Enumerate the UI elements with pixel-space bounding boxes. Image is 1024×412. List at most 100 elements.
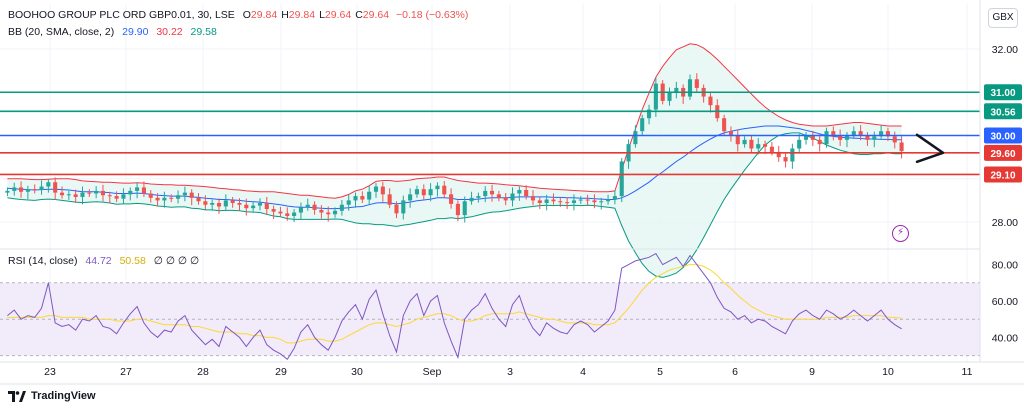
bollinger-lower-line: [7, 132, 902, 278]
arrow-head[interactable]: [915, 133, 945, 164]
candle-body: [373, 186, 379, 192]
price-tick-label: 32.00: [992, 44, 1018, 56]
currency-button[interactable]: GBX: [988, 8, 1018, 28]
candle-body: [503, 197, 508, 201]
level-price-tag: [984, 84, 1022, 101]
x-tick-label: Sep: [423, 366, 442, 378]
candle-body: [763, 144, 768, 147]
level-price-label: 30.56: [990, 107, 1015, 118]
candle-body: [100, 190, 106, 196]
candle-body: [449, 194, 454, 204]
ohlc-label: C: [355, 9, 363, 21]
candle-body: [455, 203, 460, 216]
level-price-label: 30.00: [990, 132, 1015, 143]
candle-body: [783, 157, 788, 162]
candle-body: [544, 199, 549, 204]
candle-body: [298, 207, 303, 213]
candle-body: [435, 185, 440, 190]
candle-body: [612, 196, 617, 200]
candle-body: [203, 201, 208, 205]
candle-body: [32, 189, 37, 191]
bb-lower-value: 29.58: [190, 26, 217, 38]
candle-body: [73, 194, 78, 197]
rsi-label: RSI (14, close): [8, 255, 78, 267]
candle-body: [687, 79, 693, 97]
candle-body: [428, 189, 433, 196]
candle-body: [367, 191, 372, 200]
candle-body: [851, 131, 856, 136]
candle-body: [408, 194, 413, 201]
tradingview-logo[interactable]: TradingView: [8, 390, 96, 402]
level-price-label: 29.10: [990, 170, 1015, 181]
candle-body: [66, 194, 71, 196]
candle-body: [824, 131, 829, 145]
level-price-tag: [984, 144, 1022, 161]
candle-body: [285, 213, 290, 216]
bollinger-fill: [7, 43, 902, 278]
candle-body: [735, 135, 740, 145]
rsi-value: 44.72: [85, 255, 112, 267]
candle-body: [333, 210, 338, 215]
rsi-band-fill: [0, 282, 980, 356]
rsi-ma-line: [7, 264, 902, 344]
candle-body: [646, 109, 652, 119]
x-tick-label: 28: [197, 366, 209, 378]
annotation-arrow[interactable]: [915, 133, 945, 164]
candle-body: [606, 199, 611, 202]
candle-body: [257, 203, 263, 206]
candle-body: [141, 187, 146, 194]
ohlc-label: O: [242, 9, 251, 21]
candle-body: [790, 148, 795, 162]
price-tick-label: 28.00: [992, 217, 1018, 229]
candle-body: [394, 204, 399, 214]
rsi-na-values: ∅ ∅ ∅ ∅: [153, 255, 200, 267]
candle-body: [189, 192, 194, 198]
candle-body: [59, 192, 65, 196]
candle-body: [510, 193, 515, 201]
candle-body: [838, 135, 843, 140]
candle-body: [292, 212, 297, 216]
candle-body: [476, 196, 481, 198]
level-price-label: 31.00: [990, 88, 1015, 99]
horizontal-levels[interactable]: 31.00 30.56 30.00 29.60 29.10: [0, 84, 1022, 183]
symbol-header: BOOHOO GROUP PLC ORD GBP0.01, 30, LSE O 2…: [8, 9, 468, 21]
candle-body: [578, 199, 583, 201]
candle-body: [899, 142, 904, 152]
candle-body: [237, 203, 242, 205]
candle-body: [640, 118, 645, 132]
bollinger-band-fill: [7, 43, 902, 278]
candle-body: [803, 135, 809, 140]
rsi-pane: [0, 252, 980, 361]
lightning-icon[interactable]: ⚡: [892, 225, 909, 242]
candle-body: [414, 189, 420, 195]
candle-body: [25, 189, 30, 192]
x-tick-label: 29: [275, 366, 287, 378]
candle-body: [469, 197, 474, 202]
bb-basis-value: 29.90: [122, 26, 149, 38]
candle-body: [674, 87, 679, 93]
symbol-title: BOOHOO GROUP PLC ORD GBP0.01, 30, LSE: [8, 9, 235, 21]
bollinger-lines: [7, 43, 902, 278]
x-tick-label: 11: [962, 366, 973, 378]
candle-body: [667, 92, 672, 101]
candle-body: [831, 131, 836, 136]
candle-body: [742, 139, 747, 145]
candle-body: [462, 201, 467, 216]
candle-body: [571, 200, 576, 204]
candle-body: [80, 192, 85, 197]
candle-body: [722, 118, 727, 132]
bb-label: BB (20, SMA, close, 2): [8, 26, 115, 38]
candle-body: [633, 131, 638, 145]
candle-body: [114, 196, 119, 199]
candle-body: [749, 139, 754, 149]
candle-body: [865, 135, 870, 140]
x-tick-label: 5: [657, 366, 663, 378]
candle-body: [537, 200, 542, 204]
level-price-tag: [984, 166, 1022, 183]
x-tick-label: 10: [882, 366, 894, 378]
candle-body: [271, 209, 276, 212]
x-tick-label: 30: [351, 366, 363, 378]
candle-body: [278, 211, 283, 214]
ohlc-value: 29.64: [362, 9, 390, 21]
